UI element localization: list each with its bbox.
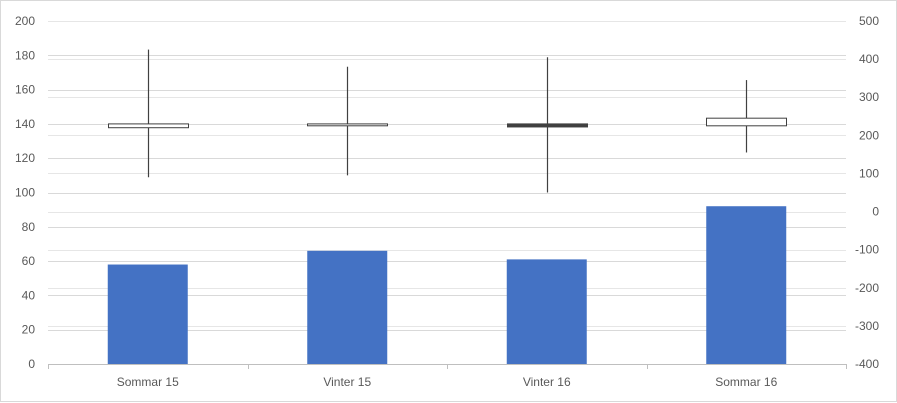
x-tick-label-1: Vinter 15 <box>323 375 371 389</box>
y-left-tick-label-6: 120 <box>15 151 35 165</box>
y-left-tick-label-5: 100 <box>15 186 35 200</box>
y-right-tick-label-1: -300 <box>855 319 879 333</box>
y-left-tick-label-7: 140 <box>15 117 35 131</box>
y-left-tick-label-1: 20 <box>22 323 36 337</box>
y-right-tick-label-0: -400 <box>855 357 879 371</box>
bar-0 <box>107 264 188 364</box>
y-left-tick-label-2: 40 <box>22 288 36 302</box>
candle-body-0 <box>108 123 189 129</box>
y-left-tick-label-3: 60 <box>22 254 36 268</box>
y-left-tick-label-0: 0 <box>28 357 35 371</box>
y-right-tick-label-8: 400 <box>859 52 879 66</box>
y-right-tick-label-4: 0 <box>872 205 879 219</box>
bar-1 <box>307 250 388 364</box>
y-right-tick-label-2: -200 <box>855 281 879 295</box>
x-tick-label-3: Sommar 16 <box>715 375 777 389</box>
y-left-tick-label-9: 180 <box>15 48 35 62</box>
y-left-tick-label-8: 160 <box>15 83 35 97</box>
y-right-tick-label-7: 300 <box>859 90 879 104</box>
y-left-tick-label-10: 200 <box>15 14 35 28</box>
bar-2 <box>506 259 587 364</box>
x-tick-label-0: Sommar 15 <box>117 375 179 389</box>
bar-3 <box>706 206 787 364</box>
candle-body-2 <box>507 123 588 128</box>
y-left-tick-label-4: 80 <box>22 220 36 234</box>
y-right-tick-label-3: -100 <box>855 243 879 257</box>
y-right-tick-label-9: 500 <box>859 14 879 28</box>
y-right-tick-label-5: 100 <box>859 166 879 180</box>
candle-body-1 <box>307 123 388 127</box>
candle-body-3 <box>706 117 787 127</box>
x-tick-label-2: Vinter 16 <box>523 375 571 389</box>
y-right-tick-label-6: 200 <box>859 128 879 142</box>
